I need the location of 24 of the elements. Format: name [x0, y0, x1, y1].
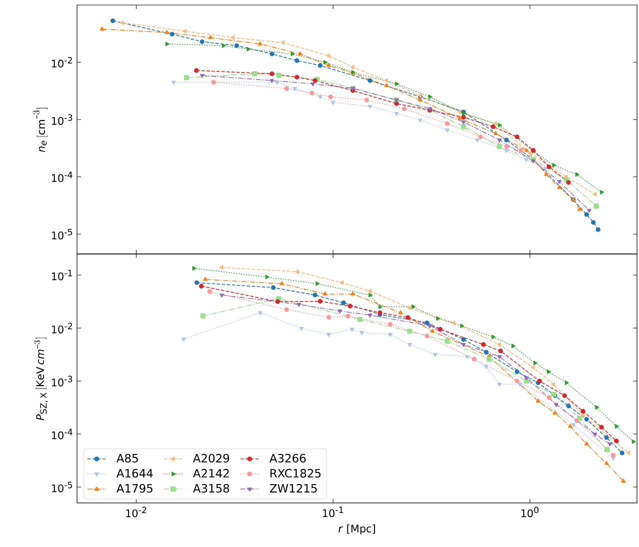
legend-label: ZW1215: [270, 484, 317, 493]
x-tick-label: 10$^{0}$: [521, 506, 539, 518]
legend-label: A2142: [193, 468, 229, 478]
legend-label: A1795: [116, 484, 152, 493]
legend-label: RXC1825: [270, 468, 321, 478]
legend-label: A85: [116, 454, 138, 463]
y-tick-label: 10$^{-2}$: [52, 56, 72, 68]
y-axis-title: $P_{\mathrm{SZ,\,X}}\,[\mathrm{KeV}\,cm^{-3}]$: [34, 338, 48, 420]
y-tick-label: 10$^{-2}$: [52, 322, 72, 334]
y-tick-label: 10$^{-4}$: [52, 428, 72, 440]
x-tick-label: 10$^{-2}$: [126, 506, 146, 518]
y-tick-label: 10$^{-3}$: [52, 376, 72, 386]
y-tick-label: 10$^{-5}$: [52, 482, 72, 492]
legend-label: A1644: [116, 468, 153, 478]
y-tick-label: 10$^{-4}$: [52, 172, 72, 182]
legend-label: A2029: [193, 454, 230, 463]
y-tick-label: 10$^{-5}$: [52, 228, 72, 240]
x-axis-title: r [Mpc]: [338, 524, 375, 535]
y-tick-label: 10$^{-1}$: [52, 270, 72, 280]
legend-label: A3158: [193, 484, 230, 493]
legend-label: A3266: [269, 454, 306, 463]
y-tick-label: 10$^{-3}$: [52, 114, 72, 125]
y-axis-title: $n_{e}\,[\mathrm{cm}^{-3}]$: [33, 108, 48, 152]
x-tick-label: 10$^{-1}$: [322, 506, 344, 518]
